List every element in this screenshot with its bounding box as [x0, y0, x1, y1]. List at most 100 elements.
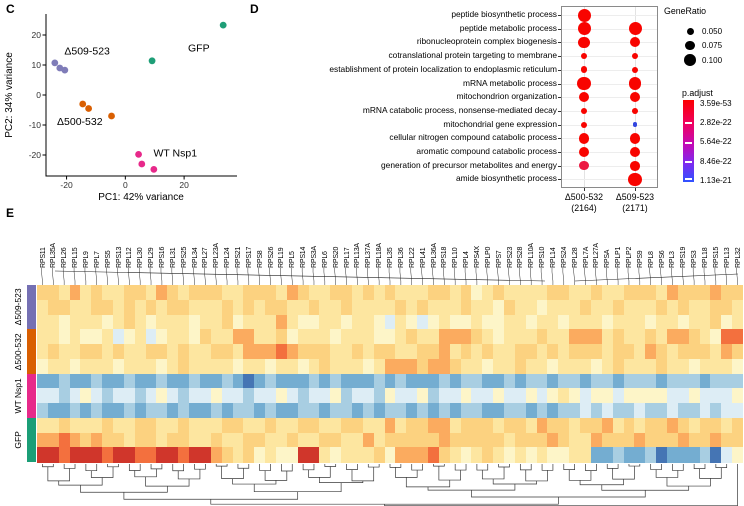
heatmap-cell	[384, 432, 396, 448]
label-connector	[128, 268, 130, 285]
heatmap-column-label: RPS4X	[473, 246, 481, 268]
heatmap-cell	[482, 432, 494, 448]
heatmap-cell	[504, 388, 516, 404]
heatmap-cell	[210, 285, 223, 301]
heatmap-cell	[493, 299, 505, 315]
heatmap-cell	[102, 388, 114, 404]
dendrogram-branch	[650, 464, 662, 470]
heatmap-cell	[221, 329, 233, 345]
generatio-legend-value: 0.075	[702, 41, 723, 50]
heatmap-cell	[351, 329, 364, 345]
heatmap-cell	[373, 373, 386, 389]
label-connector	[193, 268, 195, 285]
heatmap-cell	[656, 314, 668, 330]
heatmap-cell	[504, 285, 516, 301]
heatmap-column-label: RPS20	[332, 246, 340, 268]
go-row-tick	[558, 152, 561, 153]
heatmap-cell	[601, 299, 614, 315]
go-term-label: mRNA metabolic process	[462, 77, 557, 88]
heatmap-column-label: RPS19	[680, 246, 688, 268]
heatmap-cell	[438, 432, 451, 448]
heatmap-column-label: RPS16	[158, 246, 166, 268]
heatmap-cell	[612, 299, 625, 315]
heatmap-cell	[341, 329, 353, 345]
heatmap-cell	[558, 314, 570, 330]
heatmap-cell	[102, 403, 114, 419]
dendrogram-branch	[302, 464, 315, 471]
heatmap-cell	[330, 447, 342, 463]
heatmap-cell	[438, 329, 451, 345]
heatmap-cell	[525, 403, 538, 419]
go-term-label: ribonucleoprotein complex biogenesis	[416, 36, 557, 47]
heatmap-cell	[569, 358, 581, 374]
heatmap-cell	[428, 417, 440, 433]
heatmap-cell	[265, 329, 277, 345]
heatmap-cell	[330, 314, 342, 330]
heatmap-cell	[428, 403, 440, 419]
heatmap-cell	[569, 432, 581, 448]
dendrogram-branch	[145, 476, 190, 487]
dendrogram-branch	[498, 464, 510, 468]
pca-point	[219, 21, 227, 29]
heatmap-cell	[113, 388, 125, 404]
dendrogram-branch	[123, 491, 299, 500]
padjust-tick-label: 2.82e-22	[700, 117, 732, 127]
heatmap-cell	[47, 373, 60, 389]
heatmap-cell	[471, 417, 483, 433]
dotplot-gridline-h	[562, 97, 657, 99]
label-connector	[595, 268, 597, 285]
pca-point	[148, 57, 156, 65]
heatmap-cell	[438, 373, 451, 389]
heatmap-cell	[569, 299, 581, 315]
heatmap-cell	[536, 314, 548, 330]
heatmap-cell	[428, 329, 440, 345]
generatio-legend-dot	[686, 27, 694, 35]
heatmap-column-label: RPL7A	[582, 246, 590, 268]
heatmap-column-label: RPL5	[289, 251, 297, 268]
label-connector	[73, 268, 76, 285]
dendrogram-branch	[563, 464, 575, 470]
heatmap-cell	[710, 344, 722, 360]
heatmap-cell	[493, 373, 505, 389]
heatmap-cell	[265, 344, 277, 360]
pca-point	[135, 151, 142, 158]
heatmap-cell	[221, 403, 233, 419]
heatmap-cell	[102, 373, 114, 389]
heatmap-cell	[308, 358, 320, 374]
heatmap-cell	[145, 358, 157, 374]
generatio-legend-dot	[684, 54, 696, 66]
heatmap-cell	[699, 299, 711, 315]
heatmap-column-label: RPL3	[669, 251, 677, 268]
heatmap-cell	[145, 432, 157, 448]
heatmap-cell	[47, 314, 60, 330]
dendrogram-branch	[541, 464, 554, 471]
heatmap-cell	[37, 344, 49, 360]
heatmap-cell	[471, 358, 483, 374]
heatmap-column-label: RPL7	[93, 251, 101, 268]
heatmap-cell	[243, 417, 255, 433]
heatmap-cell	[319, 314, 331, 330]
heatmap-column-label: RPS23	[506, 246, 514, 268]
dendrogram-branch	[324, 464, 337, 467]
label-connector	[399, 268, 402, 285]
heatmap-cell	[319, 358, 331, 374]
heatmap-cell	[710, 358, 722, 374]
heatmap-cell	[677, 344, 690, 360]
heatmap-cell	[243, 314, 255, 330]
heatmap-cell	[569, 417, 581, 433]
heatmap-cell	[417, 344, 429, 360]
heatmap-label-connectors	[41, 268, 739, 285]
heatmap-column-label: RPS28	[517, 246, 525, 268]
heatmap-cell	[330, 373, 342, 389]
heatmap-cell	[91, 314, 103, 330]
heatmap-cell	[286, 417, 299, 433]
heatmap-cell	[460, 447, 472, 463]
heatmap-cell	[210, 358, 223, 374]
heatmap-cell	[666, 329, 679, 345]
label-connector	[443, 268, 445, 285]
heatmap-cell	[275, 373, 288, 389]
heatmap-cell	[80, 447, 92, 463]
heatmap-cell	[113, 314, 125, 330]
heatmap-cell	[395, 447, 407, 463]
heatmap-cell	[80, 299, 92, 315]
